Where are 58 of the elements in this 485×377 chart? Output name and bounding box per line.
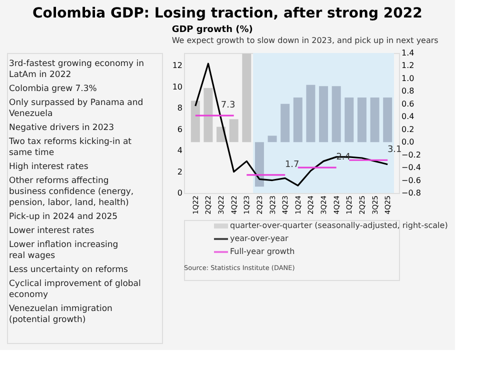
text: Venezuelan immigration (potential growth) bbox=[9, 304, 112, 325]
y2-tick-label: 0.0 bbox=[402, 138, 414, 147]
y2-tick-label: −0.6 bbox=[402, 176, 421, 185]
bar bbox=[357, 98, 366, 142]
text: Other reforms affecting business confidence (energy, pension, labor, land, health) bbox=[9, 176, 134, 208]
y-tick-label: 6 bbox=[177, 124, 182, 134]
text: Colombia grew 7.3% bbox=[9, 84, 97, 94]
bar bbox=[268, 136, 277, 142]
bar bbox=[370, 98, 380, 142]
y-tick-label: 0 bbox=[177, 188, 182, 198]
legend-label: year-over-year bbox=[230, 234, 290, 243]
y-tick-label: 4 bbox=[177, 146, 182, 156]
text: Only surpassed by Panama and Venezuela bbox=[9, 98, 144, 119]
y2-tick-label: 0.6 bbox=[402, 99, 414, 108]
y2-tick-label: −0.8 bbox=[402, 188, 421, 198]
y2-tick-label: 1.4 bbox=[402, 48, 414, 58]
data-label: 1.7 bbox=[284, 160, 300, 170]
bar bbox=[332, 86, 341, 142]
y2-tick-label: 1.0 bbox=[402, 74, 414, 83]
bar bbox=[280, 104, 290, 142]
bar bbox=[254, 142, 264, 187]
y2-tick-label: 0.4 bbox=[402, 112, 414, 122]
text: Lower interest rates bbox=[9, 226, 95, 236]
chart-subtitle: We expect growth to slow down in 2023, and pick up in next years bbox=[172, 36, 438, 45]
bar bbox=[190, 100, 200, 142]
bar bbox=[383, 98, 392, 142]
text: Cyclical improvement of global economy bbox=[9, 279, 141, 300]
data-label: 2.4 bbox=[336, 152, 351, 163]
y2-tick-label: 0.8 bbox=[402, 86, 414, 96]
bar bbox=[242, 54, 252, 142]
text: Lower inflation increasing real wages bbox=[9, 240, 118, 261]
y-tick-label: 10 bbox=[172, 82, 182, 92]
data-label: 3.1 bbox=[387, 145, 402, 156]
text: Less uncertainty on reforms bbox=[9, 265, 129, 275]
y2-tick-label: −0.4 bbox=[402, 163, 421, 172]
y-tick-label: 8 bbox=[177, 104, 182, 113]
bar bbox=[319, 86, 328, 142]
bar bbox=[306, 84, 316, 142]
bar bbox=[293, 98, 302, 142]
y2-tick-label: 0.2 bbox=[402, 124, 414, 134]
legend-label: quarter-over-quarter (seasonally-adjusted, right-scale) bbox=[230, 221, 448, 230]
text: Two tax reforms kicking-in at same time bbox=[8, 137, 132, 158]
text: Negative drivers in 2023 bbox=[9, 123, 114, 133]
text: Colombia GDP: Losing traction, after strong 2022 bbox=[32, 6, 422, 22]
text: 3rd-fastest growing economy in LatAm in 2022 bbox=[9, 59, 144, 80]
chart-title: GDP growth (%) bbox=[172, 25, 253, 35]
y-tick-label: 2 bbox=[177, 167, 182, 176]
bar bbox=[229, 119, 238, 142]
text: High interest rates bbox=[9, 162, 89, 172]
y2-tick-label: −0.2 bbox=[402, 150, 421, 160]
y-tick-label: 12 bbox=[172, 61, 182, 70]
line-series bbox=[194, 62, 388, 186]
bar bbox=[344, 98, 354, 142]
y2-tick-label: 1.2 bbox=[402, 61, 414, 70]
bar bbox=[204, 88, 213, 142]
text: Pick-up in 2024 and 2025 bbox=[9, 212, 118, 222]
legend-label: Full-year growth bbox=[230, 247, 295, 256]
data-label: 7.3 bbox=[220, 100, 236, 111]
